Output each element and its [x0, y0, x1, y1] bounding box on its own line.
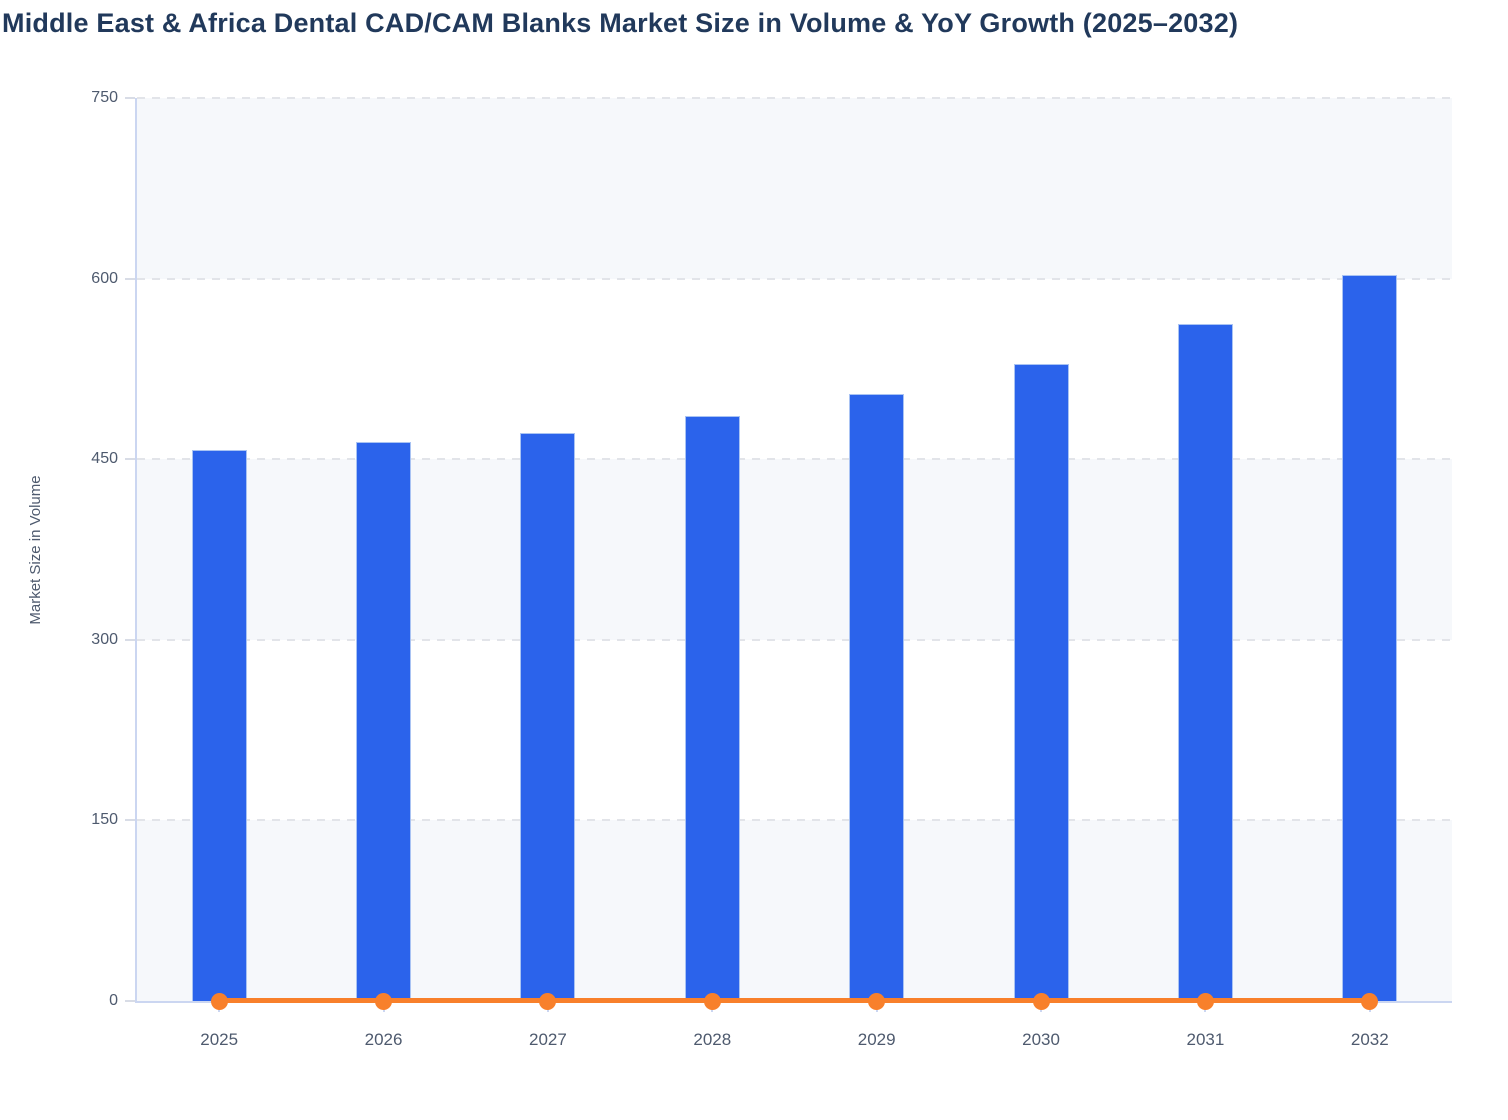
- bar-2031[interactable]: [1177, 324, 1233, 1001]
- y-axis-label-450: 450: [91, 450, 118, 468]
- y-axis-tick-750: [125, 97, 135, 99]
- plot-band-300-450: [137, 459, 1452, 640]
- y-axis-title: Market Size in Volume: [27, 475, 44, 625]
- bar-2025[interactable]: [191, 449, 247, 1001]
- y-axis-tick-600: [125, 277, 135, 280]
- yoy-marker-2032[interactable]: [1361, 992, 1379, 1010]
- y-axis-tick-450: [125, 458, 135, 461]
- y-axis-tick-0: [125, 1000, 135, 1002]
- chart-title: Middle East & Africa Dental CAD/CAM Blan…: [2, 8, 1239, 38]
- y-axis-tick-150: [125, 819, 135, 822]
- yoy-marker-2031[interactable]: [1196, 992, 1214, 1010]
- plot-band-600-750: [137, 98, 1452, 279]
- x-axis-label-2028: 2028: [693, 1030, 732, 1049]
- bar-2027[interactable]: [520, 432, 576, 1001]
- bar-2028[interactable]: [684, 415, 740, 1001]
- yoy-marker-2028[interactable]: [703, 992, 721, 1010]
- bar-2032[interactable]: [1342, 274, 1398, 1001]
- gridline-450: [137, 458, 1452, 461]
- plot-band-0-150: [137, 820, 1452, 1001]
- bar-2026[interactable]: [356, 442, 412, 1001]
- x-axis-label-2029: 2029: [857, 1030, 896, 1049]
- gridline-150: [137, 819, 1452, 822]
- x-axis-label-2032: 2032: [1350, 1030, 1389, 1049]
- x-axis-label-2031: 2031: [1186, 1030, 1225, 1049]
- x-axis-label-2030: 2030: [1022, 1030, 1060, 1049]
- gridline-300: [137, 638, 1452, 641]
- bar-2030[interactable]: [1013, 364, 1069, 1001]
- y-axis-label-300: 300: [91, 630, 118, 648]
- yoy-marker-2027[interactable]: [539, 992, 557, 1010]
- yoy-marker-2026[interactable]: [375, 992, 393, 1010]
- y-axis-label-150: 150: [91, 811, 118, 829]
- bar-2029[interactable]: [849, 394, 905, 1001]
- yoy-growth-line[interactable]: [219, 998, 1370, 1003]
- y-axis-tick-300: [125, 638, 135, 641]
- yoy-marker-2030[interactable]: [1032, 992, 1050, 1010]
- gridline-600: [137, 277, 1452, 280]
- x-axis-label-2027: 2027: [529, 1030, 567, 1049]
- y-axis-label-750: 750: [91, 89, 118, 106]
- x-axis-label-2026: 2026: [364, 1030, 403, 1049]
- y-axis-label-0: 0: [109, 992, 118, 1009]
- yoy-marker-2029[interactable]: [868, 992, 886, 1010]
- gridline-750: [137, 97, 1452, 99]
- x-axis-label-2025: 2025: [200, 1030, 239, 1049]
- plot-area: [137, 97, 1452, 1010]
- yoy-marker-2025[interactable]: [210, 992, 228, 1010]
- y-axis-label-600: 600: [91, 269, 118, 287]
- y-axis-line: [135, 98, 137, 1003]
